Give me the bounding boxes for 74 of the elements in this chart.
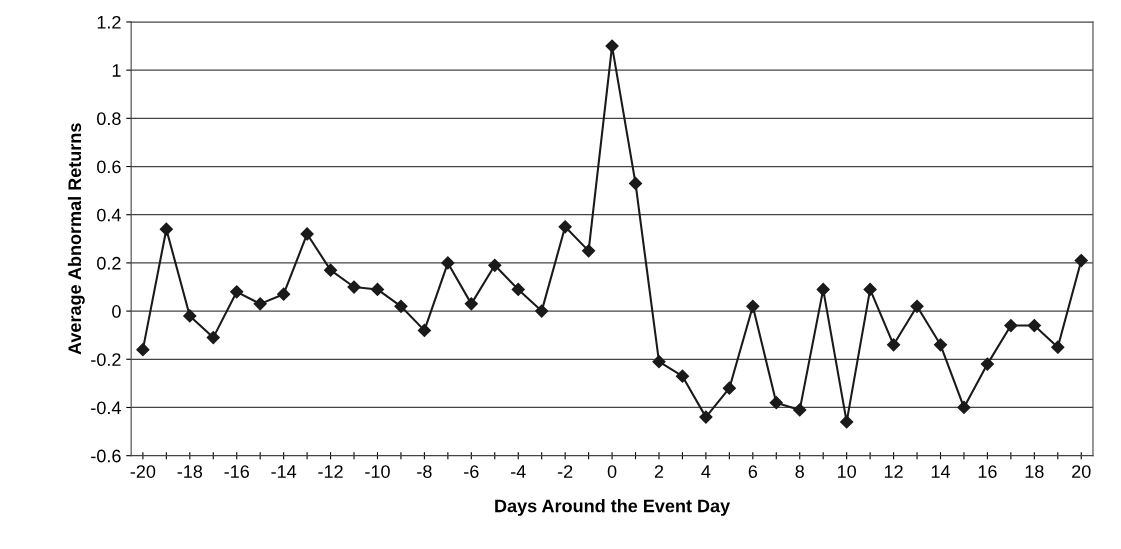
x-tick-label: -8 [417,465,432,478]
point [582,244,596,258]
point [347,280,361,294]
x-tick-label: -16 [224,465,249,478]
y-tick-label: 1 [112,64,121,77]
x-tick-label: 18 [1025,465,1044,478]
point [488,258,502,272]
x-tick-label: -14 [271,465,297,478]
point [722,381,736,395]
x-tick-label: 12 [884,465,903,478]
point [253,297,267,311]
y-tick-label: 1.2 [97,15,121,29]
point [816,282,830,297]
point [652,355,666,369]
point [793,403,807,417]
point [441,256,455,270]
point [933,338,948,352]
point [300,227,314,241]
point [558,220,572,234]
point [277,287,291,301]
point [394,299,408,313]
point [628,176,643,190]
x-tick-label: 4 [701,465,711,478]
point [1051,340,1065,354]
point [863,282,877,297]
point [1004,318,1018,333]
point [840,415,854,429]
point [206,331,220,345]
y-tick-label: 0.8 [97,112,121,126]
x-tick-label: -18 [177,465,203,478]
y-tick-label: -0.2 [91,353,121,367]
x-tick-label: 16 [978,465,997,478]
point [746,299,760,313]
x-tick-label: 14 [931,465,951,478]
point [605,39,619,53]
point [464,297,478,311]
point [230,285,244,299]
point [699,410,713,424]
point [535,304,549,318]
point [370,282,385,297]
x-tick-label: 2 [654,465,664,478]
x-tick-label: -4 [511,465,526,478]
y-tick-label: -0.6 [91,449,121,463]
point [910,299,924,313]
point [183,309,197,323]
y-tick-label: 0.4 [97,208,121,222]
x-tick-label: 10 [837,465,856,478]
x-tick-label: -20 [130,465,156,478]
y-tick-label: 0.6 [97,160,121,174]
x-tick-label: 8 [795,465,804,478]
y-tick-label: -0.4 [91,401,121,415]
x-tick-label: -6 [464,465,479,478]
point [159,222,173,236]
x-tick-label: -12 [318,465,343,478]
y-tick-label: 0 [112,305,121,318]
point [511,282,525,297]
x-tick-label: -2 [557,465,573,478]
x-tick-label: -10 [365,465,390,478]
point [769,396,783,410]
point [980,357,994,371]
point [1027,318,1041,333]
point [957,400,971,415]
y-axis-title: Average Abnormal Returns [67,123,85,355]
x-tick-label: 0 [607,465,617,478]
x-tick-label: 20 [1072,465,1091,478]
y-tick-label: 0.2 [97,256,121,270]
point [136,343,150,357]
point [417,323,431,337]
point [323,263,338,277]
point [886,338,901,352]
point [675,369,690,383]
x-tick-label: 6 [748,465,758,478]
point [1074,253,1088,268]
x-axis-title: Days Around the Event Day [495,499,731,516]
